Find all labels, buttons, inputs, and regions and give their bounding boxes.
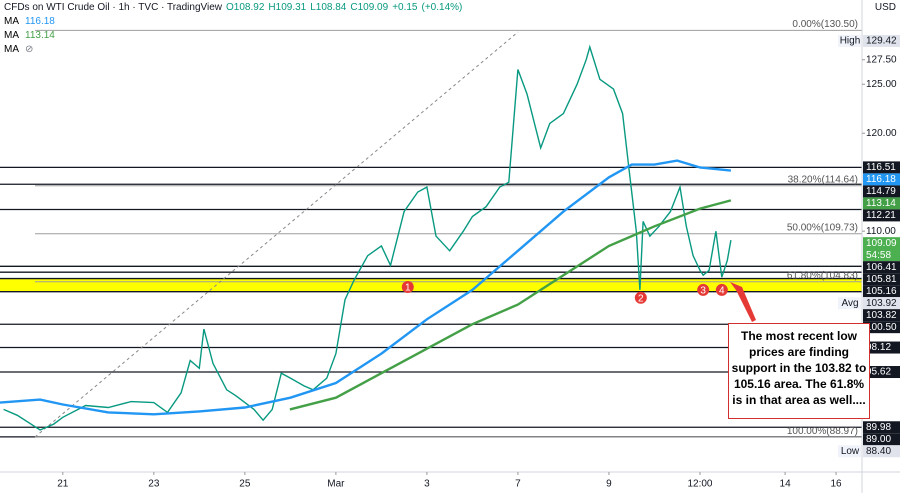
ohlc: H109.31 <box>268 2 307 13</box>
axis-tag <box>863 173 900 186</box>
marker-value: 88.40 <box>866 446 891 457</box>
marker-name: Avg <box>841 298 858 309</box>
legend-item[interactable]: MA ⊘ <box>4 44 33 55</box>
header: CFDs on WTI Crude Oil · 1h · TVC · Tradi… <box>4 2 462 13</box>
axis-tag <box>863 273 900 286</box>
legend-name: MA <box>4 30 19 41</box>
y-tick-label: 120.00 <box>866 128 897 139</box>
ohlc: C109.09 <box>350 2 389 13</box>
marker-name: High <box>840 36 861 47</box>
axis-tag <box>863 185 900 198</box>
axis-tag <box>863 237 900 262</box>
fib-label: 38.20%(114.64) <box>788 174 858 185</box>
x-tick-label: 9 <box>606 479 612 490</box>
marker-tag <box>838 297 861 310</box>
last-value: 116.18 <box>866 174 896 185</box>
marker-tag <box>838 34 861 47</box>
front-layer: 1 2 3 4 <box>0 44 732 431</box>
legend-item[interactable]: MA 113.14 <box>4 30 55 41</box>
level-label: 105.81 <box>866 274 897 285</box>
level-label: 89.00 <box>866 434 891 445</box>
level-label: 106.41 <box>866 262 897 273</box>
annotation: The most recent low prices are finding s… <box>728 323 870 419</box>
fib-label: 61.80%(104.83) <box>787 270 858 281</box>
legend-value: 113.14 <box>25 30 55 41</box>
level-label: 100.50 <box>866 322 897 333</box>
x-tick-label: Mar <box>327 479 345 490</box>
legend-item[interactable]: MA 116.18 <box>4 16 55 27</box>
ohlc: O108.92 <box>226 2 265 13</box>
axis-tag <box>863 197 900 210</box>
x-tick-label: 7 <box>515 479 521 490</box>
level-label: 89.98 <box>866 422 891 433</box>
touch-label: 3 <box>700 286 706 297</box>
touch-point <box>715 283 728 296</box>
touch-point <box>401 280 414 293</box>
y-tick-label: 110.00 <box>866 226 896 237</box>
ohlc: L108.84 <box>310 2 347 13</box>
touch-label: 2 <box>638 293 644 304</box>
legend-value: 116.18 <box>25 16 55 27</box>
level-label: 116.51 <box>866 162 896 173</box>
y-tick-label: 127.50 <box>866 54 897 65</box>
axis-tag <box>863 366 900 379</box>
touch-label: 1 <box>405 283 411 294</box>
countdown: 54:58 <box>866 250 891 261</box>
level-label: 95.62 <box>866 367 891 378</box>
x-tick-label: 16 <box>830 479 842 490</box>
marker-name: Low <box>841 446 860 457</box>
level-label: 112.21 <box>866 210 896 221</box>
level-label: 103.82 <box>866 310 897 321</box>
axis-tag <box>863 297 900 310</box>
level-label: 114.79 <box>866 186 896 197</box>
axis-tag <box>863 445 900 458</box>
ma-line <box>289 199 732 411</box>
x-tick-label: 21 <box>57 479 69 490</box>
marker-value: 129.42 <box>866 36 897 47</box>
axis-tag <box>863 161 900 174</box>
x-tick-label: 14 <box>780 479 792 490</box>
x-tick-label: 23 <box>148 479 160 490</box>
arrow <box>730 282 756 322</box>
axis-tag <box>863 34 900 47</box>
ohlc: +0.15 <box>392 2 418 13</box>
axis-tag <box>863 433 900 446</box>
axis-tag <box>863 309 900 322</box>
x-tick-label: 12:00 <box>687 479 712 490</box>
touch-point <box>634 291 647 304</box>
last-value: 113.14 <box>866 198 896 209</box>
marker-value: 103.92 <box>866 298 897 309</box>
axis-tag <box>863 421 900 434</box>
axis-tag <box>863 285 900 298</box>
fib-label: 0.00%(130.50) <box>792 19 858 30</box>
axis-tag <box>863 209 900 222</box>
currency: USD <box>874 2 896 13</box>
level-label: 98.12 <box>866 342 891 353</box>
y-tick-label: 125.00 <box>866 79 897 90</box>
axis-tag <box>863 321 900 334</box>
marker-tag <box>838 445 861 458</box>
axis-layer: 21 23 25 Mar 3 7 9 12:00 14 16129.42High127.50125… <box>57 34 900 490</box>
legend-name: MA <box>4 44 19 55</box>
ma-line <box>0 159 732 416</box>
axis-tag <box>863 341 900 354</box>
level-label: 105.16 <box>866 286 897 297</box>
legend-name: MA <box>4 16 19 27</box>
axis-tag <box>863 261 900 274</box>
x-tick-label: 25 <box>239 479 251 490</box>
touch-label: 4 <box>719 286 725 297</box>
price-line <box>3 44 732 431</box>
hidden-icon: ⊘ <box>25 44 34 55</box>
fib-label: 50.00%(109.73) <box>787 222 858 233</box>
x-tick-label: 3 <box>424 479 430 490</box>
fib-label: 100.00%(88.97) <box>787 426 858 437</box>
touch-point <box>697 283 710 296</box>
last-value: 109.09 <box>866 238 897 249</box>
symbol-title: CFDs on WTI Crude Oil · 1h · TVC · Tradi… <box>4 2 223 13</box>
ohlc: (+0.14%) <box>421 2 463 13</box>
